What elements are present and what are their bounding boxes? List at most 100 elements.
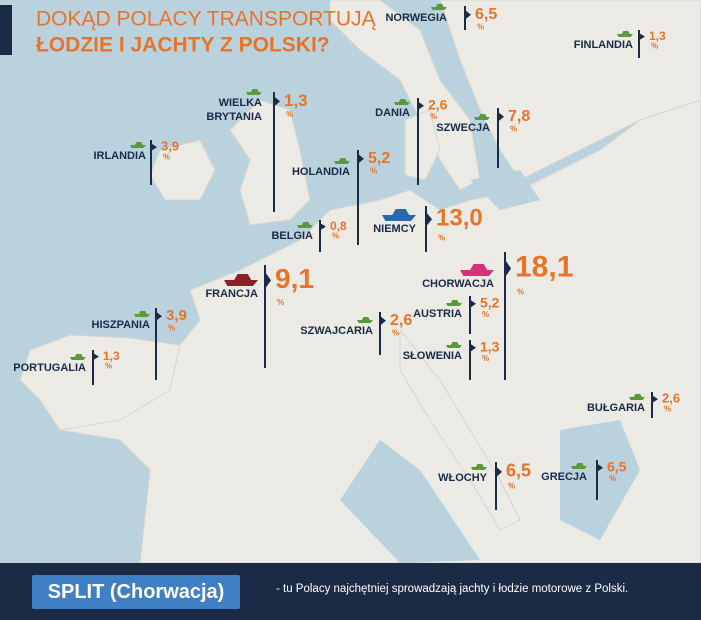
boat-icon (130, 142, 146, 148)
boat-icon (357, 317, 373, 323)
boat-icon (431, 4, 447, 10)
percent-sign: % (277, 298, 284, 307)
country-label: WŁOCHY (438, 472, 488, 484)
boat-icon (394, 99, 410, 105)
country-label: AUSTRIA (413, 308, 462, 320)
boat-icon (297, 222, 313, 228)
land (19, 0, 701, 564)
country-value: 0,8 (330, 219, 347, 233)
boat-icon (382, 209, 416, 221)
title-line2: ŁODZIE I JACHTY Z POLSKI? (36, 34, 330, 57)
percent-sign: % (286, 110, 293, 119)
country-label: HOLANDIA (292, 166, 350, 178)
footer-highlight: SPLIT (Chorwacja) (32, 575, 240, 609)
country-label: SZWAJCARIA (300, 325, 373, 337)
percent-sign: % (332, 231, 339, 240)
boat-icon (224, 274, 258, 286)
pointer-tip (94, 353, 99, 360)
title-strip (0, 5, 12, 55)
country-label: BRYTANIA (206, 111, 262, 123)
percent-sign: % (163, 153, 170, 162)
pointer-tip (653, 395, 658, 403)
country-label: FINLANDIA (574, 39, 633, 51)
boat-icon (471, 464, 487, 470)
pointer-tip (321, 223, 326, 230)
map: DOKĄD POLACY TRANSPORTUJĄ ŁODZIE I JACHT… (0, 0, 701, 564)
percent-sign: % (438, 234, 445, 243)
country-value: 6,5 (506, 461, 531, 481)
country-value: 1,3 (649, 29, 666, 43)
country-value: 5,2 (480, 294, 500, 310)
pointer-tip (499, 112, 504, 121)
pointer-tip (266, 273, 271, 288)
percent-sign: % (609, 474, 616, 483)
boat-icon (446, 342, 462, 348)
pointer-tip (598, 464, 603, 472)
pointer-tip (275, 97, 280, 106)
boat-icon (134, 311, 150, 317)
country-value: 7,8 (508, 108, 530, 125)
pointer-tip (419, 102, 424, 110)
country-label: PORTUGALIA (13, 362, 86, 374)
boat-icon (446, 300, 462, 306)
country-value: 2,6 (662, 391, 680, 406)
pointer-tip (381, 316, 386, 325)
country-value: 9,1 (275, 263, 314, 294)
country-label: GRECJA (541, 471, 587, 483)
pointer-tip (506, 261, 511, 276)
pointer-tip (152, 143, 157, 151)
country-value: 2,6 (390, 312, 412, 329)
country-label: BUŁGARIA (587, 402, 645, 414)
pointer-tip (466, 10, 471, 19)
percent-sign: % (510, 125, 517, 134)
percent-sign: % (168, 323, 175, 332)
title-line1: DOKĄD POLACY TRANSPORTUJĄ (36, 8, 377, 31)
percent-sign: % (105, 361, 112, 370)
sea (340, 170, 640, 563)
pointer-tip (471, 344, 476, 352)
country-value: 6,5 (607, 458, 627, 474)
pointer-tip (359, 154, 364, 163)
percent-sign: % (430, 112, 437, 121)
pointer-tip (497, 467, 502, 477)
country-value: 5,2 (368, 150, 390, 167)
country-label: SZWECJA (436, 122, 490, 134)
country-label: FRANCJA (205, 288, 258, 300)
country-value: 18,1 (515, 250, 573, 283)
country-value: 3,9 (166, 307, 187, 324)
percent-sign: % (370, 167, 377, 176)
percent-sign: % (508, 481, 515, 490)
percent-sign: % (482, 354, 489, 363)
percent-sign: % (664, 405, 671, 414)
percent-sign: % (392, 329, 399, 338)
country-label: NIEMCY (373, 223, 416, 235)
country-label: CHORWACJA (422, 278, 494, 290)
footer-text: - tu Polacy najchętniej sprowadzają jach… (276, 583, 629, 595)
country-value: 13,0 (436, 205, 483, 232)
country-value: 1,3 (480, 338, 500, 354)
boat-icon (334, 158, 350, 164)
boat-icon (70, 354, 86, 360)
country-label: DANIA (375, 107, 410, 119)
country-label: BELGIA (271, 230, 313, 242)
country-value: 1,3 (103, 349, 120, 363)
footer: SPLIT (Chorwacja) - tu Polacy najchętnie… (0, 563, 701, 620)
country-value: 6,5 (475, 6, 497, 23)
boat-icon (460, 264, 494, 276)
country-value: 3,9 (161, 139, 179, 154)
country-label: NORWEGIA (385, 12, 447, 24)
country-value: 2,6 (428, 96, 448, 112)
country-label: HISZPANIA (92, 319, 151, 331)
boat-icon (474, 114, 490, 120)
country-label: WIELKA (219, 97, 262, 109)
percent-sign: % (651, 41, 658, 50)
pointer-tip (640, 33, 645, 40)
percent-sign: % (482, 310, 489, 319)
pointer-tip (157, 312, 162, 320)
country-label: IRLANDIA (93, 150, 146, 162)
country-label: SŁOWENIA (403, 350, 462, 362)
country-value: 1,3 (284, 91, 308, 110)
percent-sign: % (517, 288, 524, 297)
boat-icon (629, 394, 645, 400)
